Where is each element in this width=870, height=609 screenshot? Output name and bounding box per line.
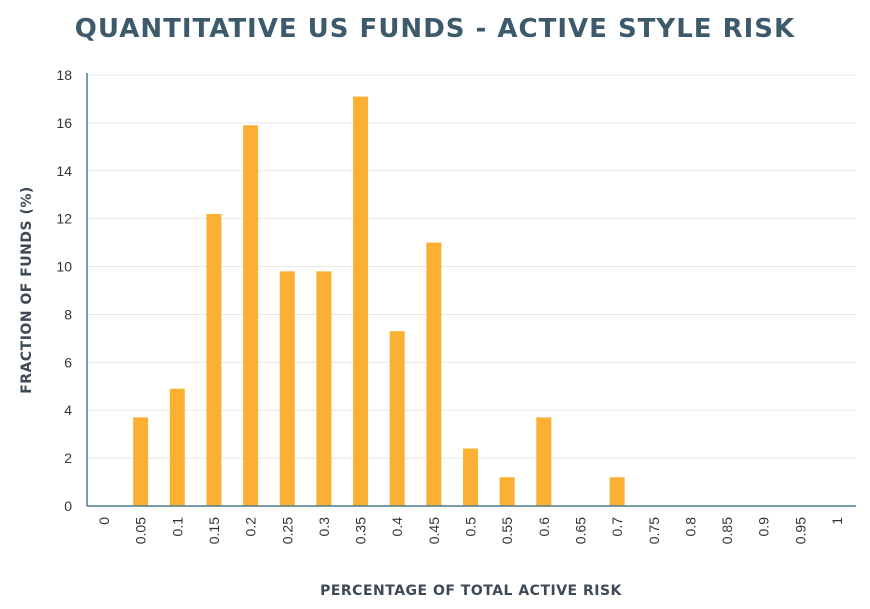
bar: [389, 331, 405, 506]
x-axis-title: PERCENTAGE OF TOTAL ACTIVE RISK: [320, 583, 622, 599]
bar: [536, 417, 552, 506]
bar: [133, 417, 149, 506]
y-tick-labels: 0 2 4 6 8 10 12 14 16 18: [56, 67, 72, 514]
x-tick-label: 0.85: [719, 517, 735, 544]
x-tick-label: 0.95: [792, 517, 808, 544]
x-tick-label: 0.2: [243, 517, 259, 537]
bar: [169, 388, 185, 506]
bar: [426, 242, 442, 506]
bar: [353, 96, 369, 507]
x-tick-label: 0.55: [499, 517, 515, 544]
y-tick-label: 0: [64, 498, 72, 514]
x-tick-label: 0.3: [316, 517, 332, 537]
y-tick-label: 16: [56, 115, 72, 131]
bar: [206, 213, 222, 506]
y-tick-label: 10: [56, 259, 72, 275]
x-tick-label: 0.15: [206, 517, 222, 544]
x-tick-label: 0.8: [682, 517, 698, 537]
x-tick-label: 0: [96, 517, 112, 525]
x-tick-label: 0.4: [389, 517, 405, 537]
bar: [463, 448, 478, 506]
bar: [243, 125, 259, 507]
x-tick-label: 0.5: [463, 517, 479, 537]
x-tick-label: 0.9: [756, 517, 772, 537]
bar: [499, 477, 515, 506]
x-tick-label: 0.75: [646, 517, 662, 544]
x-tick-label: 0.45: [426, 517, 442, 544]
x-tick-labels: 0 0.05 0.1 0.15 0.2 0.25 0.3 0.35 0.4 0.45 0.5 0.55…: [96, 517, 845, 544]
chart-title: QUANTITATIVE US FUNDS - ACTIVE STYLE RIS…: [74, 14, 796, 44]
bars: [133, 96, 625, 507]
bar: [279, 271, 295, 506]
bar: [609, 477, 625, 506]
gridlines: [87, 74, 856, 459]
y-tick-label: 12: [56, 211, 72, 227]
y-tick-label: 4: [64, 402, 72, 418]
y-tick-label: 14: [56, 163, 72, 179]
y-tick-label: 6: [64, 354, 72, 370]
x-tick-label: 0.25: [279, 517, 295, 544]
bar: [316, 271, 332, 506]
y-tick-label: 8: [64, 306, 72, 322]
x-tick-label: 0.6: [536, 517, 552, 537]
axes: [86, 73, 856, 507]
x-tick-label: 1: [829, 517, 845, 525]
x-tick-label: 0.1: [169, 517, 185, 537]
y-tick-label: 18: [56, 67, 72, 83]
y-axis-title: FRACTION OF FUNDS (%): [19, 186, 35, 394]
x-tick-label: 0.05: [133, 517, 149, 544]
x-tick-label: 0.7: [609, 517, 625, 537]
x-tick-label: 0.65: [572, 517, 588, 544]
y-tick-label: 2: [64, 450, 72, 466]
x-tick-label: 0.35: [353, 517, 369, 544]
